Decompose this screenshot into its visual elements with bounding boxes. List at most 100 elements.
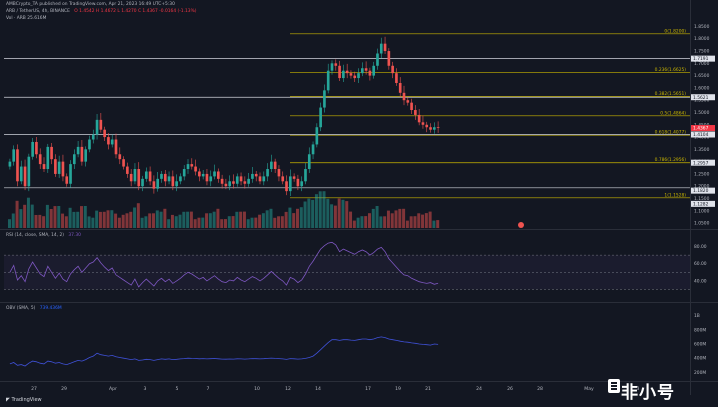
- volume-bar: [152, 213, 155, 228]
- obv-line: [9, 336, 439, 367]
- candle-body: [148, 171, 152, 182]
- fib-level-label: 0.382(1.5651): [655, 91, 687, 97]
- candle-body: [304, 169, 307, 182]
- obv-value: 739.436M: [39, 306, 62, 311]
- candle-body: [31, 141, 34, 157]
- symbol-name[interactable]: ARB / TetherUS, 4h, BINANCE: [6, 9, 70, 14]
- obv-pane-label[interactable]: OBV (SMA, 5) 739.436M: [6, 306, 62, 311]
- candle-body: [319, 107, 322, 128]
- time-axis-label: 14: [315, 386, 321, 392]
- candle-body: [273, 161, 277, 170]
- rsi-axis-label: 60.00: [694, 261, 707, 267]
- volume-bar: [432, 220, 436, 228]
- volume-bar: [61, 213, 65, 228]
- volume-bar: [106, 210, 110, 228]
- price-tag[interactable]: [691, 131, 715, 138]
- price-tag-label: 1.4104: [693, 132, 709, 138]
- price-axis-label: 1.8500: [694, 24, 710, 30]
- volume-bar: [121, 214, 125, 228]
- candle-body: [179, 176, 182, 182]
- volume-bar: [159, 211, 163, 228]
- price-tag[interactable]: [691, 94, 715, 101]
- candle-body: [42, 164, 46, 170]
- volume-bar: [19, 209, 23, 228]
- volume-bar: [102, 211, 106, 228]
- volume-bar: [87, 216, 91, 228]
- candle-body: [292, 176, 296, 179]
- price-tag[interactable]: [691, 125, 715, 132]
- candle-body: [410, 102, 413, 111]
- volume-bar: [224, 219, 227, 228]
- candle-body: [387, 51, 391, 66]
- price-axis-label: 1.6500: [694, 73, 710, 79]
- volume-bar: [91, 217, 95, 228]
- rsi-label: RSI (14, close, SMA, 14, 2): [6, 233, 64, 238]
- volume-bar: [15, 200, 19, 228]
- tradingview-logo[interactable]: ◤ TradingView: [6, 397, 42, 403]
- price-axis-label: 1.0500: [694, 221, 710, 227]
- time-axis-label: 24: [476, 386, 482, 392]
- price-axis-label: 1.5000: [694, 110, 710, 116]
- candle-body: [16, 149, 19, 182]
- volume-bar: [186, 211, 190, 228]
- candle-body: [213, 171, 216, 177]
- volume-bar: [261, 213, 265, 228]
- price-tag[interactable]: [691, 55, 715, 62]
- rsi-pane-label[interactable]: RSI (14, close, SMA, 14, 2) 37.30: [6, 233, 81, 238]
- volume-bar: [284, 211, 288, 228]
- candle-body: [247, 178, 250, 184]
- candle-body: [137, 169, 141, 187]
- candle-body: [300, 181, 304, 187]
- volume-bar: [114, 213, 118, 228]
- volume-bar: [34, 215, 38, 228]
- volume-bar: [364, 216, 368, 228]
- candle-body: [19, 166, 23, 182]
- price-tag[interactable]: [691, 200, 715, 207]
- candle-body: [277, 169, 281, 177]
- fib-level-label: 0.786(1.2956): [655, 157, 687, 163]
- candle-body: [76, 146, 80, 155]
- volume-bar: [125, 213, 129, 228]
- candle-body: [243, 181, 247, 184]
- volume-bar: [352, 220, 356, 228]
- time-axis-label: 10: [254, 386, 260, 392]
- volume-bar: [216, 208, 220, 228]
- time-axis-label: 19: [395, 386, 401, 392]
- volume-bar: [368, 213, 371, 228]
- event-flag-icon[interactable]: [518, 222, 524, 228]
- candle-body: [402, 92, 406, 101]
- obv-label: OBV (SMA, 5): [6, 306, 36, 311]
- candle-body: [126, 166, 129, 174]
- volume-bar: [246, 219, 250, 228]
- volume-bar: [349, 211, 353, 228]
- price-tag[interactable]: [691, 159, 715, 166]
- volume-bar: [296, 208, 299, 228]
- volume-bar: [360, 216, 364, 228]
- candle-body: [182, 169, 186, 177]
- candle-body: [311, 144, 315, 155]
- volume-bar: [428, 211, 432, 228]
- candle-body: [379, 43, 383, 54]
- publish-info: AMBCrypto_TA published on TradingView.co…: [6, 2, 175, 8]
- volume-bar: [311, 199, 315, 228]
- volume-info: Vol · ARB 25.616M: [6, 16, 46, 22]
- brand-label: TradingView: [11, 397, 42, 403]
- candle-body: [235, 176, 239, 184]
- volume-bar: [136, 203, 140, 228]
- candle-body: [364, 68, 368, 71]
- volume-bar: [398, 208, 402, 228]
- time-axis-label: 5: [176, 386, 179, 392]
- candle-body: [334, 63, 338, 66]
- candle-body: [342, 70, 345, 79]
- candle-body: [372, 65, 376, 76]
- candle-body: [421, 122, 425, 125]
- symbol-info[interactable]: ARB / TetherUS, 4h, BINANCE O 1.4542 H 1…: [6, 9, 196, 15]
- candle-body: [50, 146, 53, 160]
- candle-body: [232, 181, 235, 184]
- candle-body: [167, 176, 171, 182]
- price-tag[interactable]: [691, 187, 715, 194]
- volume-bar: [394, 210, 398, 228]
- volume-bar: [45, 204, 49, 228]
- volume-bar: [227, 216, 231, 228]
